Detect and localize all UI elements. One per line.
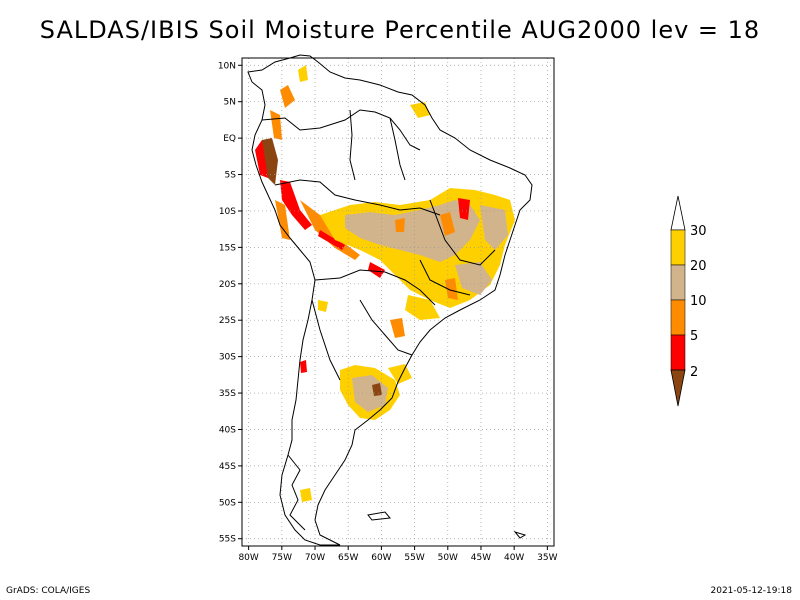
shade-region [405,295,440,320]
lon-tick-label: 75W [272,553,292,563]
lon-tick-label: 80W [238,553,258,563]
colorbar-label: 2 [690,365,698,380]
lon-tick-label: 65W [338,553,358,563]
shade-region [455,262,492,295]
lon-tick-label: 40W [504,553,524,563]
lat-tick-label: 45S [219,462,236,472]
shade-region [270,110,282,140]
shade-region [318,300,328,312]
shade-region [280,85,295,108]
shade-region [388,364,412,384]
shade-region [390,318,405,338]
shade-region [260,138,278,185]
shade-region [318,230,345,250]
shade-region [255,140,268,178]
shade-region [458,198,470,220]
shade-region [280,180,312,230]
shade-region [395,218,405,232]
colorbar-label: 10 [690,294,707,309]
border-line [314,269,436,306]
lat-tick-label: EQ [223,134,236,144]
colorbar-swatch-10-20 [670,264,686,301]
colorbar-top-arrow [670,195,686,231]
colorbar-swatch-20-30 [670,229,686,266]
border-line [274,179,441,216]
colorbar-label: 5 [690,329,698,344]
shade-region [300,360,307,373]
coast-detail [287,454,306,531]
lon-tick-label: 45W [471,553,491,563]
border-line [429,199,496,266]
lat-tick-label: 40S [219,425,236,435]
lat-tick-label: 55S [219,535,236,545]
border-line [349,109,356,181]
colorbar-bottom-arrow [670,369,686,407]
shade-region [275,200,290,240]
lon-tick-label: 55W [404,553,424,563]
lon-tick-label: 50W [438,553,458,563]
island-outline [513,531,527,539]
border-line [261,109,421,151]
shade-region [410,102,430,118]
border-line [311,299,341,381]
lat-tick-label: 50S [219,498,236,508]
lat-tick-label: 30S [219,353,236,363]
shade-region [440,212,455,236]
border-line [389,117,406,181]
lat-tick-label: 25S [219,316,236,326]
lon-tick-label: 60W [371,553,391,563]
continent-outline [247,54,533,546]
map-grid [242,58,554,546]
colorbar-label: 30 [690,224,707,239]
shade-region [298,65,308,82]
border-line [359,299,413,356]
shade-region [368,262,385,278]
lon-tick-label: 35W [537,553,557,563]
lat-tick-label: 15S [219,243,236,253]
longitude-labels: 80W 75W 70W 65W 60W 55W 50W 45W 40W 35W [238,546,558,563]
map-frame [241,57,555,547]
footer-credit: GrADS: COLA/IGES [6,586,91,596]
island-outline [367,511,391,521]
shade-region [300,488,312,502]
colorbar-label: 20 [690,259,707,274]
percentile-shading [255,65,515,502]
lat-tick-label: 10N [218,61,236,71]
lat-tick-label: 20S [219,280,236,290]
colorbar-swatch-2-5 [670,334,686,371]
coastline [247,54,533,546]
lat-tick-label: 5N [224,98,236,108]
lat-tick-label: 35S [219,389,236,399]
lat-tick-label: 10S [219,207,236,217]
lat-tick-label: 5S [225,171,237,181]
colorbar: 30 20 10 5 2 [670,195,707,407]
map-title: SALDAS/IBIS Soil Moisture Percentile AUG… [39,16,761,44]
lon-tick-label: 70W [305,553,325,563]
shade-region [480,205,508,250]
border-line [419,259,471,296]
footer-timestamp: 2021-05-12-19:18 [710,586,793,596]
colorbar-swatch-5-10 [670,299,686,336]
latitude-labels: 10N 5N EQ 5S 10S 15S 20S 25S 30S 35S 40S 45S 50S 55S [218,61,242,545]
